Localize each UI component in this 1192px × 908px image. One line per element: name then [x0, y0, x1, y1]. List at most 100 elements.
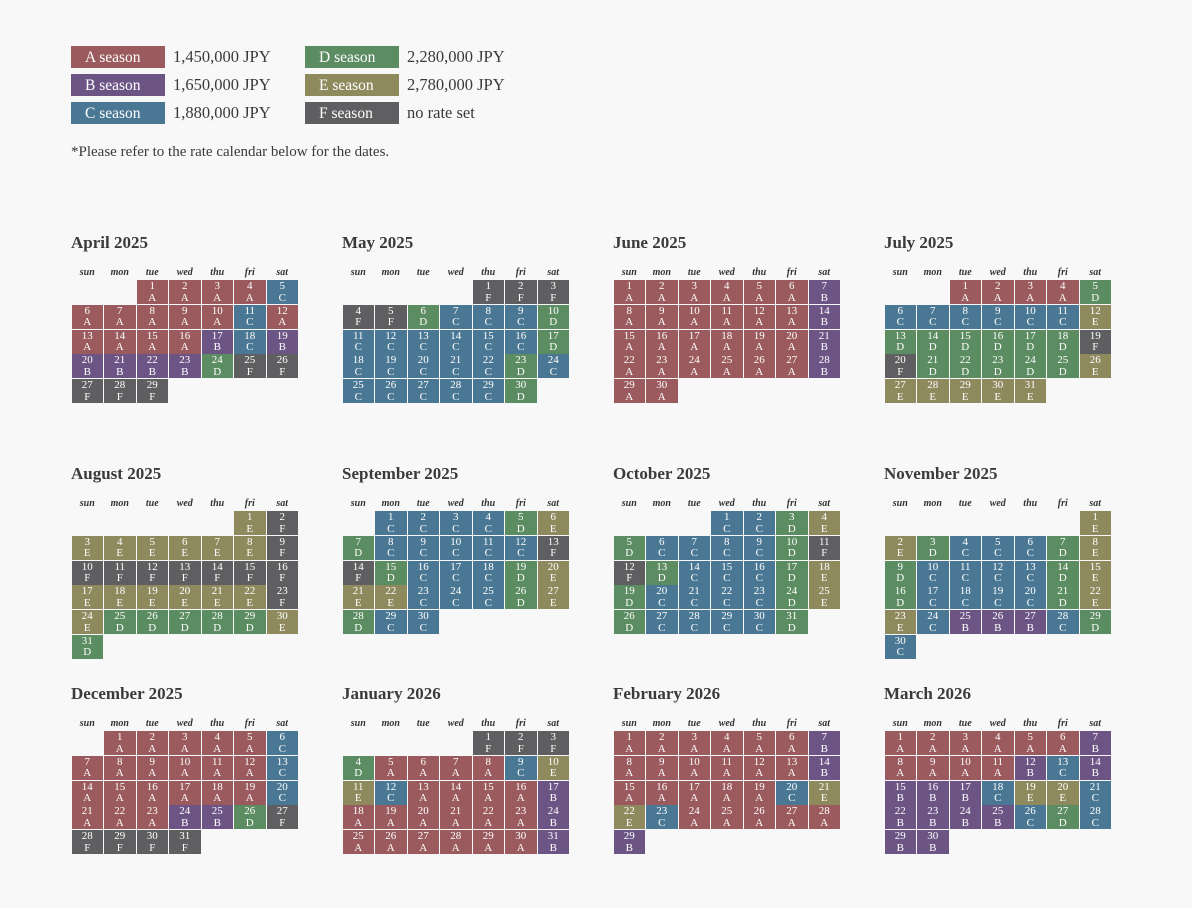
day-cell: 11 C — [1047, 304, 1079, 329]
day-season: E — [929, 390, 937, 403]
day-cell: 12 E — [1079, 304, 1111, 329]
day-number: 12 — [385, 780, 397, 793]
day-number: 13 — [786, 304, 798, 317]
day-number: 4 — [724, 731, 730, 743]
weekday-label: sun — [350, 267, 366, 278]
day-cell: 13 F — [169, 560, 201, 585]
day-number: 5 — [1092, 280, 1099, 292]
day-season: A — [213, 316, 222, 329]
day-number: 15 — [623, 780, 635, 793]
day-cell: 23 D — [505, 354, 537, 379]
day-cell: 26 A — [743, 805, 775, 830]
day-number: 8 — [388, 535, 394, 548]
day-cell: 19 F — [1079, 329, 1111, 354]
day-cell: 15 D — [949, 329, 981, 354]
day-season: C — [994, 792, 1002, 805]
day-number: 1 — [117, 731, 123, 743]
day-cell: 15 A — [104, 780, 136, 805]
day-season: D — [961, 341, 970, 354]
day-number: 9 — [420, 535, 427, 548]
day-number: 15 — [482, 780, 494, 793]
day-cell: 10 A — [201, 304, 233, 329]
empty-cell — [342, 511, 375, 536]
season-legend: A season 1,450,000 JPY D season 2,280,000 J… — [71, 46, 539, 124]
day-cell: 21 D — [1047, 585, 1079, 610]
day-number: 10 — [81, 560, 93, 573]
day-season: B — [148, 365, 156, 378]
weekday-label: thu — [481, 498, 496, 509]
month-calendar: January 2026 sun mon tue wed thu fri sat 1 F 2 F 3 F 4… — [342, 684, 572, 855]
day-cell: 11 C — [949, 560, 981, 585]
day-number: 18 — [959, 585, 971, 598]
day-season: A — [625, 365, 634, 378]
weekday-label: thu — [210, 267, 225, 278]
legend-badge-d: D season — [305, 46, 399, 68]
day-number: 3 — [691, 280, 698, 292]
day-cell: 29 C — [375, 610, 407, 635]
day-season: B — [820, 291, 828, 304]
weekday-label: fri — [244, 498, 255, 509]
day-number: 12 — [992, 560, 1004, 573]
month-title: October 2025 — [613, 464, 711, 483]
day-number: 11 — [244, 304, 256, 317]
day-season: D — [928, 341, 937, 354]
weekday-label: mon — [652, 498, 671, 509]
day-cell: 16 F — [266, 560, 298, 585]
day-cell: 11 C — [234, 304, 266, 329]
day-season: A — [83, 341, 92, 354]
weekday-label: sat — [547, 267, 560, 278]
day-number: 1 — [962, 280, 969, 292]
day-cell: 30 A — [646, 379, 678, 404]
day-season: A — [180, 291, 189, 304]
day-number: 16 — [515, 780, 527, 793]
day-season: B — [549, 792, 557, 805]
day-cell: 11 F — [808, 535, 840, 560]
day-number: 5 — [247, 731, 253, 743]
day-number: 24 — [688, 805, 700, 818]
day-season: F — [355, 572, 362, 585]
day-cell: 10 A — [678, 304, 710, 329]
day-season: B — [896, 792, 904, 805]
day-season: A — [961, 742, 970, 755]
day-number: 23 — [992, 354, 1004, 367]
day-season: A — [386, 841, 395, 854]
month-calendar: February 2026 sun mon tue wed thu fri sat 1 A 2 A 3 A… — [613, 684, 843, 855]
day-number: 8 — [117, 755, 123, 768]
day-season: A — [213, 767, 222, 780]
weekday-label: tue — [687, 267, 701, 278]
day-number: 29 — [623, 379, 635, 392]
weekday-label: wed — [989, 718, 1006, 729]
day-number: 3 — [1027, 280, 1034, 292]
day-number: 18 — [352, 805, 364, 818]
day-number: 2 — [149, 731, 156, 743]
day-number: 15 — [385, 560, 397, 573]
day-cell: 23 F — [266, 585, 298, 610]
day-season: C — [452, 390, 460, 403]
day-cell: 25 A — [711, 354, 743, 379]
day-season: A — [451, 841, 460, 854]
day-cell: 14 F — [342, 560, 374, 585]
day-cell: 15 B — [884, 780, 916, 805]
day-season: A — [245, 291, 254, 304]
day-number: 3 — [930, 535, 936, 548]
day-cell: 22 E — [1079, 585, 1111, 610]
day-cell: 27 C — [646, 610, 678, 635]
day-season: C — [452, 365, 460, 378]
day-number: 11 — [721, 304, 733, 317]
day-season: E — [549, 572, 557, 585]
day-number: 19 — [623, 585, 635, 598]
day-season: B — [820, 767, 828, 780]
day-season: C — [419, 341, 427, 354]
day-season: A — [690, 291, 699, 304]
day-cell: 28 C — [1047, 610, 1079, 635]
day-number: 12 — [385, 329, 397, 342]
month-title: August 2025 — [71, 464, 162, 483]
